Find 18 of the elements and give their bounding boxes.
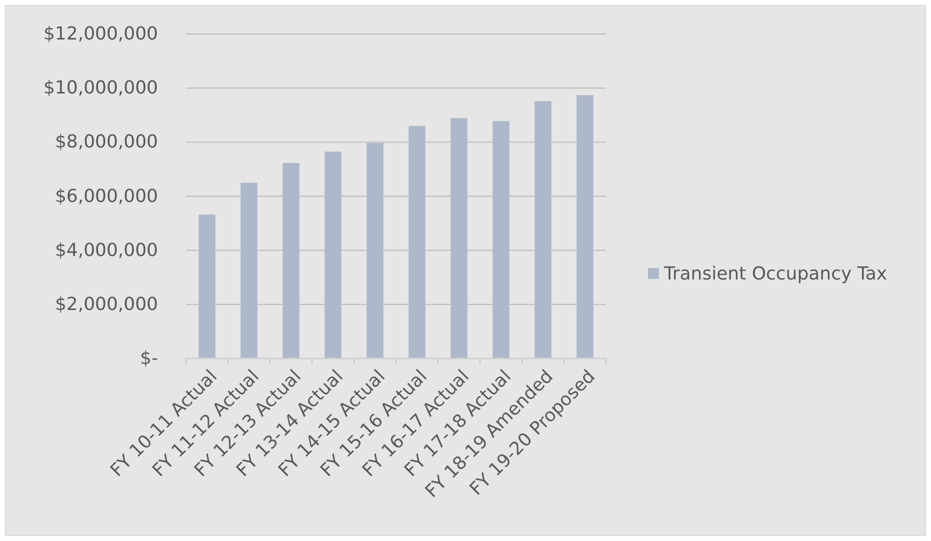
y-tick-label: $12,000,000	[43, 24, 158, 44]
y-tick-label: $10,000,000	[43, 78, 158, 99]
y-tick-label: $-	[140, 348, 158, 369]
bar	[408, 126, 426, 358]
bar	[576, 95, 594, 358]
y-tick-label: $4,000,000	[54, 240, 158, 261]
bar	[366, 142, 384, 358]
bar	[534, 101, 552, 358]
bar	[450, 118, 468, 358]
bar	[492, 121, 510, 358]
bar	[324, 152, 342, 358]
bar	[240, 182, 258, 358]
legend-label: Transient Occupancy Tax	[663, 264, 888, 284]
y-tick-label: $6,000,000	[54, 186, 158, 207]
y-tick-label: $8,000,000	[54, 132, 158, 153]
bar	[282, 162, 300, 358]
bar	[198, 214, 216, 358]
y-tick-label: $2,000,000	[54, 294, 158, 315]
